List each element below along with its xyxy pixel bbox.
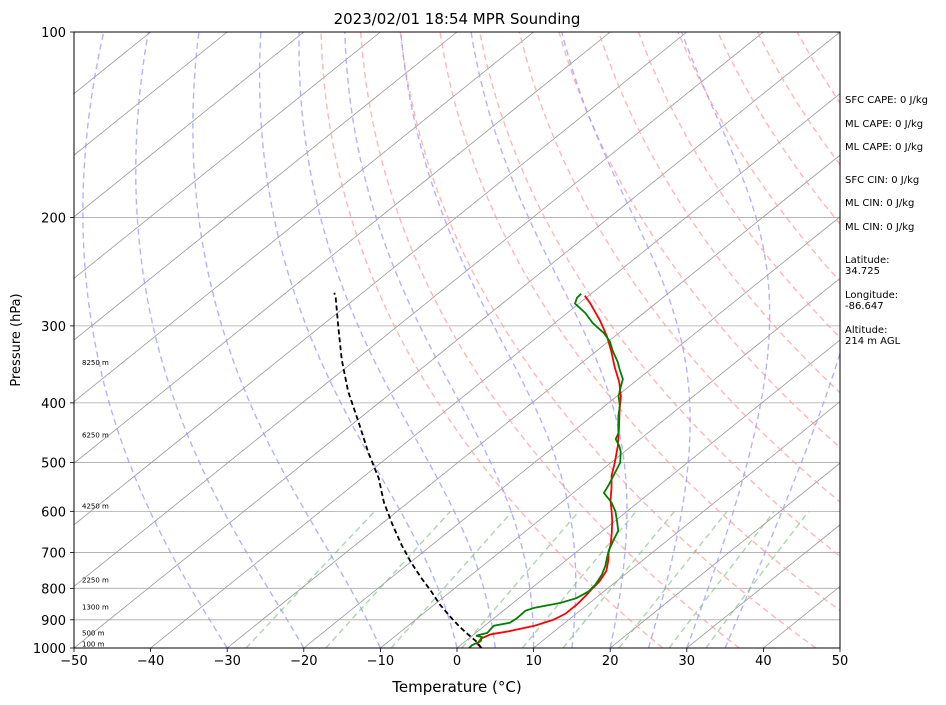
isotherm-line [686, 524, 840, 648]
dry-adiabat-line [399, 32, 817, 648]
mixing-ratio-line [390, 510, 513, 648]
isotherm-line [74, 32, 764, 587]
height-label: 1300 m [82, 604, 109, 612]
isotherm-line [74, 32, 458, 341]
y-tick-label: 900 [41, 614, 66, 629]
ml-cin-text-2: ML CIN: 0 J/kg [845, 222, 915, 233]
x-tick-label: −50 [60, 654, 87, 669]
isotherm-line [533, 401, 840, 648]
y-tick-label: 100 [41, 26, 66, 41]
mixing-ratio-line [461, 510, 580, 648]
x-axis-label: Temperature (°C) [391, 678, 521, 696]
moist-adiabat-line [400, 32, 577, 648]
isotherm-line [303, 216, 840, 648]
isotherm-line [74, 32, 381, 279]
x-tick-label: −20 [290, 654, 317, 669]
y-tick-label: 300 [41, 320, 66, 335]
isotherm-line [74, 32, 228, 156]
background-lines [74, 32, 840, 648]
y-tick-label: 700 [41, 547, 66, 562]
isotherm-line [150, 93, 840, 648]
x-tick-label: 20 [602, 654, 619, 669]
dry-adiabat-line [518, 32, 840, 503]
dewpoint-profile-line [468, 293, 624, 648]
mixing-ratio-line [521, 510, 637, 648]
moist-adiabat-line [298, 32, 496, 648]
altitude-text: Altitude: 214 m AGL [845, 325, 901, 347]
x-tick-label: −40 [137, 654, 164, 669]
mixing-ratio-line [325, 510, 451, 648]
moist-adiabat-line [561, 32, 691, 648]
sfc-cape-text: SFC CAPE: 0 J/kg [845, 95, 928, 106]
height-label: 4250 m [82, 503, 109, 511]
height-label: 8250 m [82, 359, 109, 367]
dry-adiabat-line [439, 32, 840, 612]
isotherm-line [380, 277, 840, 648]
height-label: 500 m [82, 629, 105, 637]
y-axis-label: Pressure (hPa) [9, 293, 24, 386]
dry-adiabat-line [320, 32, 664, 648]
moist-adiabat-line [724, 32, 840, 648]
longitude-text: Longitude: -86.647 [845, 290, 899, 312]
x-tick-label: −30 [213, 654, 240, 669]
mixing-ratio-line [562, 510, 676, 648]
isotherm-line [74, 32, 688, 526]
mixing-ratio-line [705, 510, 810, 648]
moist-adiabat-line [258, 32, 458, 648]
y-tick-label: 800 [41, 582, 66, 597]
latitude-text: Latitude: 34.725 [845, 255, 890, 277]
moist-adiabat-line [82, 32, 228, 648]
isotherm-line [609, 462, 840, 648]
moist-adiabat-line [680, 32, 771, 648]
y-tick-label: 400 [41, 397, 66, 412]
height-labels: 8250 m 6250 m 4250 m 2250 m 1300 m 500 m 100 m [82, 359, 109, 649]
x-tick-label: −10 [367, 654, 394, 669]
ml-cape-text: ML CAPE: 0 J/kg [845, 119, 924, 130]
mixing-ratio-line [245, 510, 376, 648]
sfc-cin-text: SFC CIN: 0 J/kg [845, 175, 920, 186]
y-tick-label: 500 [41, 457, 66, 472]
parcel-path-line [333, 292, 483, 648]
x-tick-label: 0 [453, 654, 461, 669]
mixing-ratio-line [618, 510, 728, 648]
profile-series [333, 292, 624, 648]
height-label: 100 m [82, 641, 105, 649]
isotherm-line [226, 154, 840, 648]
height-label: 6250 m [82, 431, 109, 439]
moist-adiabat-line [135, 32, 305, 648]
chart-title: 2023/02/01 18:54 MPR Sounding [334, 10, 581, 28]
isotherm-line [74, 32, 611, 464]
x-tick-label: 40 [755, 654, 772, 669]
moist-adiabat-line [192, 32, 382, 648]
x-tick-label: 50 [832, 654, 849, 669]
ml-cape-text-2: ML CAPE: 0 J/kg [845, 142, 924, 153]
mixing-ratio-line [668, 510, 775, 648]
axis-ticks: −50 −40 −30 −20 −10 0 10 20 30 40 50 100 200 300 400 50… [33, 26, 848, 669]
height-label: 2250 m [82, 577, 109, 585]
isotherm-line [456, 339, 840, 648]
y-tick-label: 600 [41, 505, 66, 520]
ml-cin-text: ML CIN: 0 J/kg [845, 198, 915, 209]
x-tick-label: 10 [525, 654, 542, 669]
y-tick-label: 200 [41, 211, 66, 226]
moist-adiabat-line [470, 32, 628, 648]
dry-adiabat-line [359, 32, 740, 648]
moist-adiabat-line [344, 32, 535, 648]
y-tick-label: 1000 [33, 642, 66, 657]
isotherm-line [74, 32, 534, 403]
x-tick-label: 30 [679, 654, 696, 669]
dry-adiabat-line [479, 32, 840, 558]
temperature-profile-line [476, 295, 622, 648]
isotherm-line [74, 32, 305, 218]
